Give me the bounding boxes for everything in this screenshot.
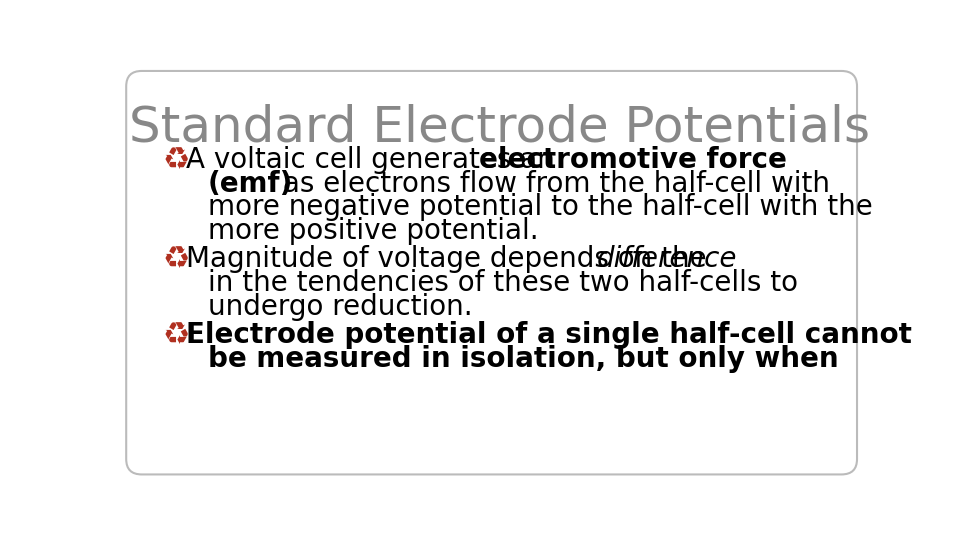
Text: more positive potential.: more positive potential. — [207, 217, 539, 245]
Text: undergo reduction.: undergo reduction. — [207, 293, 472, 321]
Text: ♻: ♻ — [162, 146, 190, 174]
Text: (emf): (emf) — [207, 170, 293, 198]
Text: as electrons flow from the half-cell with: as electrons flow from the half-cell wit… — [274, 170, 829, 198]
Text: more negative potential to the half-cell with the: more negative potential to the half-cell… — [207, 193, 873, 221]
FancyBboxPatch shape — [126, 71, 857, 475]
Text: ♻: ♻ — [162, 321, 190, 350]
Text: be measured in isolation, but only when: be measured in isolation, but only when — [207, 345, 838, 373]
Text: ♻: ♻ — [162, 245, 190, 274]
Text: Electrode potential of a single half-cell cannot: Electrode potential of a single half-cel… — [186, 321, 912, 349]
Text: in the tendencies of these two half-cells to: in the tendencies of these two half-cell… — [207, 269, 798, 298]
Text: Standard Electrode Potentials: Standard Electrode Potentials — [130, 103, 871, 151]
Text: electromotive force: electromotive force — [479, 146, 786, 174]
Text: Magnitude of voltage depends on the: Magnitude of voltage depends on the — [186, 245, 715, 273]
Text: A voltaic cell generates an: A voltaic cell generates an — [186, 146, 564, 174]
Text: difference: difference — [596, 245, 736, 273]
